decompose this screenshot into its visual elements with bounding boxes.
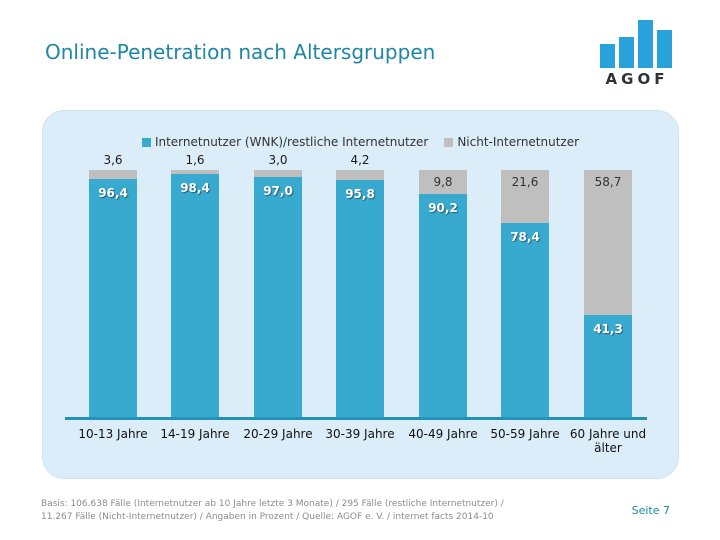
category-label: 40-49 Jahre bbox=[408, 427, 478, 441]
slide-title: Online-Penetration nach Altersgruppen bbox=[45, 40, 436, 64]
category-label: 20-29 Jahre bbox=[243, 427, 313, 441]
value-label-nicht-internetnutzer: 1,6 bbox=[185, 153, 205, 167]
bar-group-14-19-jahre: 1,6 98,4 bbox=[171, 153, 219, 417]
category-label: 10-13 Jahre bbox=[78, 427, 148, 441]
value-label-nicht-internetnutzer: 3,0 bbox=[268, 153, 288, 167]
value-label-nicht-internetnutzer: 58,7 bbox=[594, 175, 622, 189]
bar-group-20-29-jahre: 3,0 97,0 bbox=[254, 153, 302, 417]
legend-marker-teal bbox=[141, 137, 151, 147]
agof-logo-bar bbox=[657, 30, 672, 68]
category-label: 60 Jahre und älter bbox=[569, 427, 647, 455]
agof-logo-bar bbox=[600, 44, 615, 68]
bar-segment-nicht-internetnutzer bbox=[584, 170, 632, 315]
agof-logo: AGOF bbox=[598, 18, 676, 88]
bar-group-40-49-jahre: 9,8 90,2 bbox=[419, 170, 467, 417]
footer-line-2: 11.267 Fälle (Nicht-Internetnutzer) / An… bbox=[41, 512, 494, 522]
bar-segment-internetnutzer bbox=[419, 194, 467, 417]
agof-logo-bar bbox=[638, 20, 653, 68]
category-label: 14-19 Jahre bbox=[160, 427, 230, 441]
bar-segment-nicht-internetnutzer bbox=[254, 170, 302, 177]
bar-segment-internetnutzer bbox=[89, 179, 137, 417]
bar-group-60-jahre-und-älter: 58,7 41,3 bbox=[584, 170, 632, 417]
category-label: 30-39 Jahre bbox=[325, 427, 395, 441]
bar-group-50-59-jahre: 21,6 78,4 bbox=[501, 170, 549, 417]
plot-area: 3,6 96,4 10-13 Jahre 1,6 98,4 14-19 Jahre 3,0 9… bbox=[43, 111, 678, 478]
bar-segment-internetnutzer bbox=[336, 180, 384, 417]
agof-logo-bar bbox=[619, 37, 634, 68]
bar-segment-nicht-internetnutzer bbox=[171, 170, 219, 174]
bar-segment-internetnutzer bbox=[584, 315, 632, 417]
bar-segment-internetnutzer bbox=[254, 177, 302, 417]
page-number: Seite 7 bbox=[631, 504, 670, 517]
value-label-internetnutzer: 41,3 bbox=[593, 322, 623, 336]
legend-item-nicht-internetnutzer: Nicht-Internetnutzer bbox=[444, 135, 579, 149]
value-label-internetnutzer: 96,4 bbox=[98, 186, 128, 200]
bar-segment-nicht-internetnutzer bbox=[89, 170, 137, 179]
value-label-internetnutzer: 95,8 bbox=[345, 187, 375, 201]
agof-bar-chart-icon bbox=[600, 20, 676, 68]
value-label-nicht-internetnutzer: 21,6 bbox=[511, 175, 539, 189]
bar-group-10-13-jahre: 3,6 96,4 bbox=[89, 153, 137, 417]
value-label-internetnutzer: 90,2 bbox=[428, 201, 458, 215]
category-label: 50-59 Jahre bbox=[490, 427, 560, 441]
agof-logo-text: AGOF bbox=[605, 70, 669, 88]
bar-segment-nicht-internetnutzer bbox=[336, 170, 384, 180]
value-label-nicht-internetnutzer: 9,8 bbox=[433, 175, 453, 189]
value-label-internetnutzer: 98,4 bbox=[180, 181, 210, 195]
bar-group-30-39-jahre: 4,2 95,8 bbox=[336, 153, 384, 417]
chart-panel: Internetnutzer (WNK)/restliche Internetn… bbox=[42, 110, 679, 479]
bar-segment-nicht-internetnutzer bbox=[501, 170, 549, 223]
chart-legend: Internetnutzer (WNK)/restliche Internetn… bbox=[43, 135, 678, 149]
value-label-nicht-internetnutzer: 4,2 bbox=[350, 153, 370, 167]
legend-item-internetnutzer: Internetnutzer (WNK)/restliche Internetn… bbox=[141, 135, 429, 149]
x-axis-line bbox=[65, 417, 647, 420]
bar-segment-internetnutzer bbox=[171, 174, 219, 417]
bar-segment-nicht-internetnutzer bbox=[419, 170, 467, 194]
value-label-internetnutzer: 78,4 bbox=[510, 230, 540, 244]
footer-basis-text: Basis: 106.638 Fälle (Internetnutzer ab … bbox=[41, 498, 591, 524]
legend-label: Nicht-Internetnutzer bbox=[457, 135, 580, 149]
legend-marker-gray bbox=[444, 137, 454, 147]
bar-segment-internetnutzer bbox=[501, 223, 549, 417]
value-label-nicht-internetnutzer: 3,6 bbox=[103, 153, 123, 167]
legend-label: Internetnutzer (WNK)/restliche Internetn… bbox=[154, 135, 429, 149]
footer-line-1: Basis: 106.638 Fälle (Internetnutzer ab … bbox=[41, 499, 504, 509]
value-label-internetnutzer: 97,0 bbox=[263, 184, 293, 198]
